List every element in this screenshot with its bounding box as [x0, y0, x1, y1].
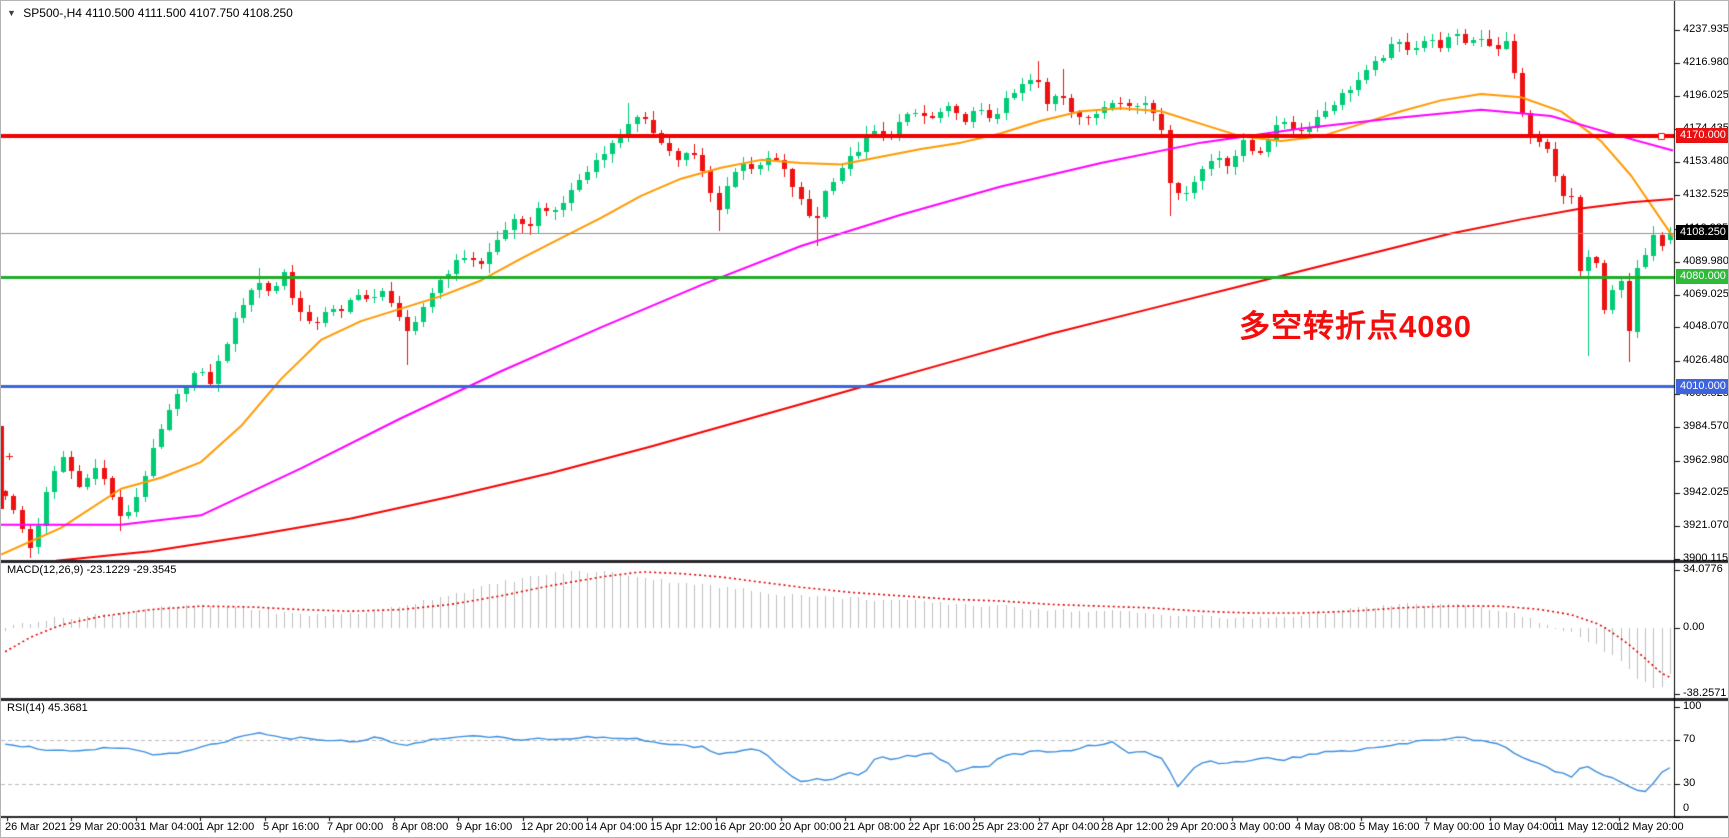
time-axis-label: 29 Mar 20:00 — [69, 821, 134, 833]
chart-title: ▼ SP500-,H4 4110.500 4111.500 4107.750 4… — [7, 6, 293, 20]
time-axis-label: 1 Apr 12:00 — [198, 821, 255, 833]
price-axis-label: 3942.025 — [1683, 486, 1729, 498]
rsi-axis-label: 100 — [1683, 700, 1702, 712]
time-axis-label: 28 Apr 12:00 — [1101, 821, 1164, 833]
price-axis-label: 4237.935 — [1683, 23, 1729, 35]
time-axis-label: 14 Apr 04:00 — [585, 821, 648, 833]
rsi-axis-label: 0 — [1683, 802, 1690, 814]
time-axis-label: 5 Apr 16:00 — [263, 821, 320, 833]
price-axis-label: 3962.980 — [1683, 454, 1729, 466]
rsi-axis-label: 30 — [1683, 777, 1696, 789]
time-axis-label: 5 May 16:00 — [1359, 821, 1420, 833]
time-axis-label: 3 May 00:00 — [1230, 821, 1291, 833]
time-axis-label: 12 Apr 20:00 — [521, 821, 584, 833]
time-axis-label: 8 Apr 08:00 — [392, 821, 449, 833]
price-axis-label: 4153.480 — [1683, 155, 1729, 167]
time-axis-label: 31 Mar 04:00 — [134, 821, 199, 833]
time-axis-label: 29 Apr 20:00 — [1166, 821, 1229, 833]
price-axis-label: 4069.025 — [1683, 288, 1729, 300]
price-axis-label: 3984.570 — [1683, 420, 1729, 432]
price-badge: 4170.000 — [1676, 128, 1728, 143]
symbol-period-label: SP500-,H4 — [23, 6, 82, 20]
price-axis-label: 4216.980 — [1683, 56, 1729, 68]
time-axis-label: 20 Apr 00:00 — [779, 821, 842, 833]
price-axis-label: 4048.070 — [1683, 320, 1729, 332]
rsi-axis-label: 70 — [1683, 733, 1696, 745]
time-axis-label: 21 Apr 08:00 — [843, 821, 906, 833]
price-badge: 4080.000 — [1676, 269, 1728, 284]
macd-axis-label: 0.00 — [1683, 621, 1705, 633]
price-axis-label: 4196.025 — [1683, 89, 1729, 101]
price-axis-label: 3900.115 — [1683, 552, 1729, 564]
time-axis-label: 22 Apr 16:00 — [908, 821, 971, 833]
time-axis-label: 9 Apr 16:00 — [456, 821, 513, 833]
time-axis-label: 16 Apr 20:00 — [714, 821, 777, 833]
time-axis-label: 27 Apr 04:00 — [1037, 821, 1100, 833]
time-axis-label: 15 Apr 12:00 — [650, 821, 713, 833]
time-axis-label: 25 Apr 23:00 — [972, 821, 1035, 833]
price-axis-label: 4026.480 — [1683, 354, 1729, 366]
time-axis-label: 10 May 04:00 — [1488, 821, 1555, 833]
macd-axis-label: -38.2571 — [1683, 687, 1727, 699]
time-axis-label: 4 May 08:00 — [1295, 821, 1356, 833]
price-axis-label: 4089.980 — [1683, 255, 1729, 267]
price-badge: 4108.250 — [1676, 225, 1728, 240]
time-axis-label: 12 May 20:00 — [1617, 821, 1684, 833]
time-axis-label: 7 Apr 00:00 — [327, 821, 384, 833]
time-axis-label: 7 May 00:00 — [1424, 821, 1485, 833]
chart-text-annotation[interactable]: 多空转折点4080 — [1239, 309, 1472, 344]
time-axis-label: 26 Mar 2021 — [5, 821, 67, 833]
collapse-indicator-icon[interactable]: ▼ — [7, 8, 16, 18]
macd-axis-label: 34.0776 — [1683, 563, 1723, 575]
ohlc-values-label: 4110.500 4111.500 4107.750 4108.250 — [85, 6, 293, 20]
price-badge: 4010.000 — [1676, 379, 1728, 394]
price-axis-label: 3921.070 — [1683, 519, 1729, 531]
macd-indicator-label: MACD(12,26,9) -23.1229 -29.3545 — [7, 564, 177, 576]
rsi-indicator-label: RSI(14) 45.3681 — [7, 702, 88, 714]
time-axis-label: 11 May 12:00 — [1553, 821, 1619, 833]
price-axis-label: 4132.525 — [1683, 188, 1729, 200]
